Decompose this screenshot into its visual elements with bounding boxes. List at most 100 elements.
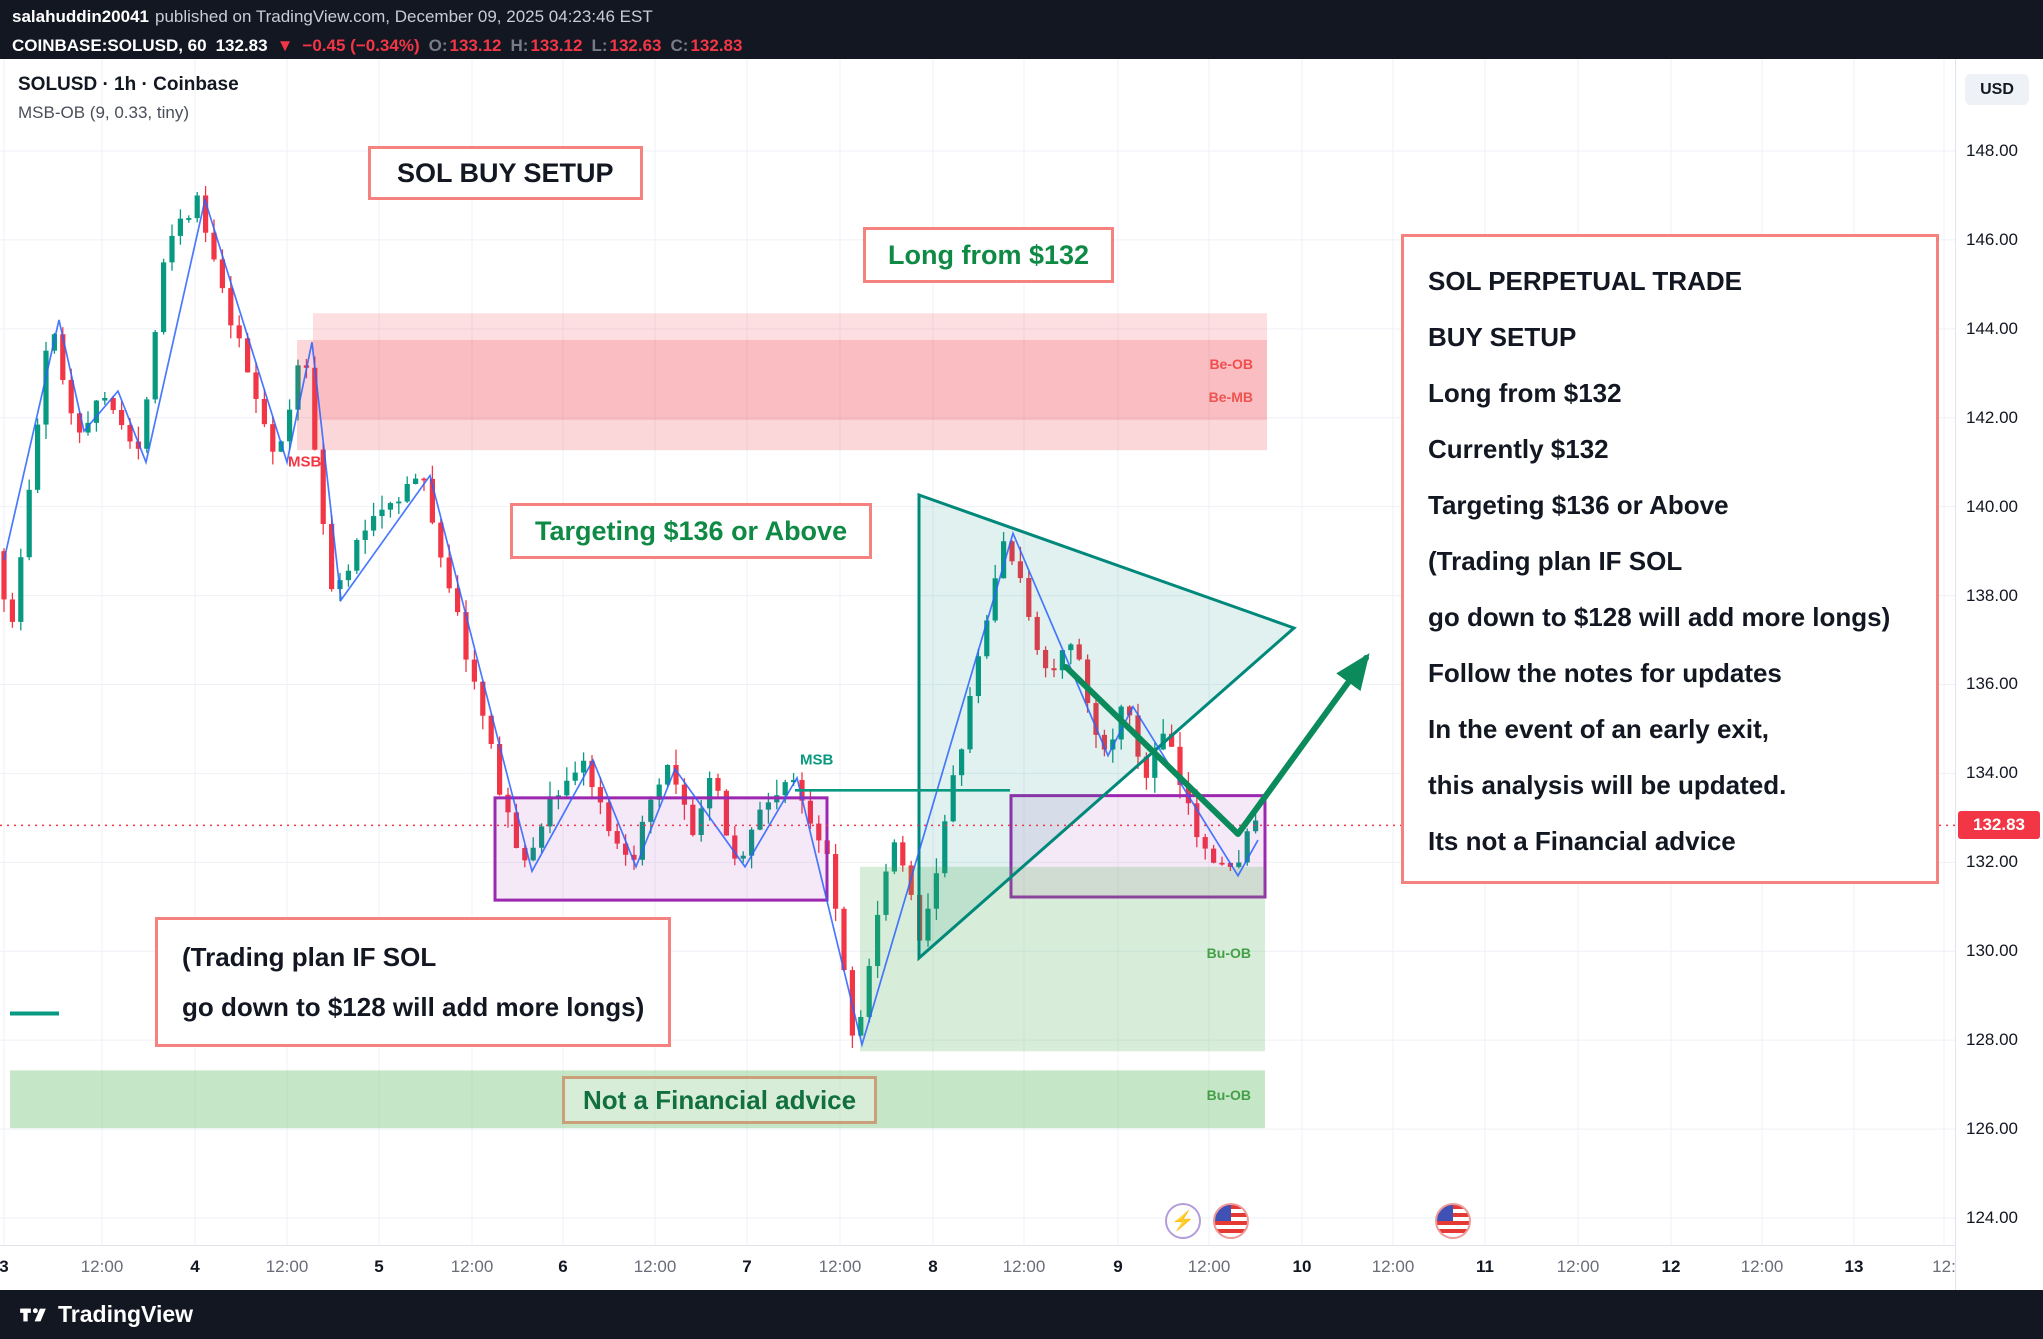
close-value: 132.83 [690, 36, 743, 55]
time-tick: 12:00 [633, 1257, 677, 1276]
annotation-disclaimer: Not a Financial advice [562, 1076, 878, 1124]
time-tick: 12:00 [265, 1257, 309, 1276]
flag-canton [1437, 1205, 1453, 1221]
time-tick: 8 [928, 1257, 938, 1276]
price-tick: 130.00 [1966, 941, 2018, 961]
price-change: −0.45 (−0.34%) [302, 36, 420, 55]
note-line: SOL PERPETUAL TRADE [1428, 266, 1742, 296]
price-tick: 128.00 [1966, 1030, 2018, 1050]
time-tick: 9 [1113, 1257, 1123, 1276]
bearish-mitigation-block [297, 339, 1267, 451]
time-tick: 12:00 [1002, 1257, 1046, 1276]
annotation-buy-setup: SOL BUY SETUP [368, 146, 643, 200]
price-tick: 140.00 [1966, 496, 2018, 516]
open-label: O: [428, 36, 448, 55]
annotation-long-from: Long from $132 [863, 227, 1115, 283]
msb-label: MSB [800, 752, 834, 769]
username: salahuddin20041 [12, 6, 150, 26]
lightning-event-icon[interactable]: ⚡ [1165, 1203, 1201, 1239]
time-tick: 5 [374, 1257, 384, 1276]
note-line: Its not a Financial advice [1428, 826, 1736, 856]
zigzag-line [3, 196, 1259, 1048]
annotation-plan-line2: go down to $128 will add more longs) [182, 992, 645, 1022]
time-tick: 12:00 [818, 1257, 862, 1276]
time-tick: 4 [190, 1257, 200, 1276]
price-tick: 138.00 [1966, 585, 2018, 605]
publish-info: published on TradingView.com, December 0… [155, 6, 653, 26]
price-tick: 136.00 [1966, 674, 2018, 694]
high-value: 133.12 [530, 36, 583, 55]
note-line: Targeting $136 or Above [1428, 490, 1729, 520]
zone-label: Be-OB [1209, 356, 1253, 372]
close-label: C: [670, 36, 689, 55]
footer-bar: TradingView [0, 1290, 2043, 1339]
zone-label: Be-MB [1209, 389, 1253, 405]
price-tick: 144.00 [1966, 318, 2018, 338]
chart-legend: SOLUSD · 1h · Coinbase MSB-OB (9, 0.33, … [18, 74, 239, 123]
legend-indicator[interactable]: MSB-OB (9, 0.33, tiny) [18, 103, 189, 122]
annotation-plan-line1: (Trading plan IF SOL [182, 942, 437, 972]
open-value: 133.12 [449, 36, 502, 55]
time-tick: 12:00 [1556, 1257, 1600, 1276]
legend-symbol[interactable]: SOLUSD · 1h · Coinbase [18, 74, 239, 95]
price-tick: 146.00 [1966, 229, 2018, 249]
price-chart[interactable]: Be-OB Be-MB Bu-OB Bu-OB MSB MSB [0, 59, 1955, 1245]
time-tick: 12:00 [1740, 1257, 1784, 1276]
tradingview-logo-icon[interactable] [18, 1300, 48, 1330]
time-tick: 12 [1661, 1257, 1681, 1276]
price-tick: 148.00 [1966, 141, 2018, 160]
time-tick: 12:00 [80, 1257, 124, 1276]
msb-label: MSB [288, 454, 322, 471]
us-flag-event-icon[interactable] [1435, 1203, 1471, 1239]
time-axis[interactable]: 3 12:00 4 12:00 5 12:00 6 12:00 7 12:00 8 12:00 9 12:… [0, 1245, 1955, 1290]
time-tick: 7 [742, 1257, 752, 1276]
time-tick: 11 [1476, 1257, 1494, 1276]
price-scale[interactable]: USD 148.00 146.00 144.00 142.00 140.00 138.00… [1955, 59, 2043, 1290]
trend-arrow [1063, 653, 1370, 837]
time-tick: 6 [558, 1257, 568, 1276]
range-box-left [493, 796, 829, 902]
flag-canton [1215, 1205, 1231, 1221]
zone-label: Bu-OB [1207, 1087, 1251, 1103]
symbol-name: COINBASE:SOLUSD, 60 [12, 36, 207, 55]
last-price-badge: 132.83 [1958, 811, 2040, 839]
tradingview-wordmark[interactable]: TradingView [58, 1301, 194, 1327]
symbol-info-row: COINBASE:SOLUSD, 60 132.83 ▼ −0.45 (−0.3… [0, 33, 2043, 59]
last-price: 132.83 [215, 36, 268, 55]
publish-header: salahuddin20041 published on TradingView… [0, 0, 2043, 59]
publish-info-row: salahuddin20041 published on TradingView… [0, 0, 2043, 33]
pennant-triangle [917, 492, 1297, 962]
bullish-orderblock-2 [10, 1070, 1265, 1129]
time-tick: 13 [1844, 1257, 1864, 1276]
time-tick: 12:00 [450, 1257, 494, 1276]
direction-down-icon: ▼ [276, 36, 294, 55]
time-tick: 10 [1292, 1257, 1312, 1276]
note-line: Currently $132 [1428, 434, 1609, 464]
note-line: In the event of an early exit, [1428, 714, 1769, 744]
range-box-right [1009, 794, 1267, 899]
annotation-targeting: Targeting $136 or Above [510, 503, 873, 559]
price-tick: 124.00 [1966, 1207, 2018, 1227]
note-line: go down to $128 will add more longs) [1428, 602, 1891, 632]
price-tick: 132.00 [1966, 852, 2018, 872]
note-line: Follow the notes for updates [1428, 658, 1782, 688]
low-label: L: [591, 36, 608, 55]
note-line: Long from $132 [1428, 378, 1622, 408]
currency-toggle-button[interactable]: USD [1965, 74, 2029, 105]
note-line: (Trading plan IF SOL [1428, 546, 1683, 576]
bullish-orderblock [860, 866, 1265, 1052]
price-tick: 126.00 [1966, 1119, 2018, 1139]
note-line: this analysis will be updated. [1428, 770, 1787, 800]
trade-notes-panel: SOL PERPETUAL TRADE BUY SETUP Long from … [1401, 234, 1939, 884]
time-tick: 12:00 [1187, 1257, 1231, 1276]
zone-label: Bu-OB [1207, 945, 1251, 961]
price-tick: 134.00 [1966, 763, 2018, 783]
us-flag-event-icon[interactable] [1213, 1203, 1249, 1239]
time-tick: 12:00 [1371, 1257, 1415, 1276]
annotation-trading-plan: (Trading plan IF SOL go down to $128 wil… [155, 917, 672, 1047]
drawings-layer: MSB MSB [0, 196, 1955, 1048]
low-value: 132.63 [609, 36, 662, 55]
time-tick: 12: [1932, 1257, 1955, 1276]
bearish-orderblock [313, 313, 1267, 420]
